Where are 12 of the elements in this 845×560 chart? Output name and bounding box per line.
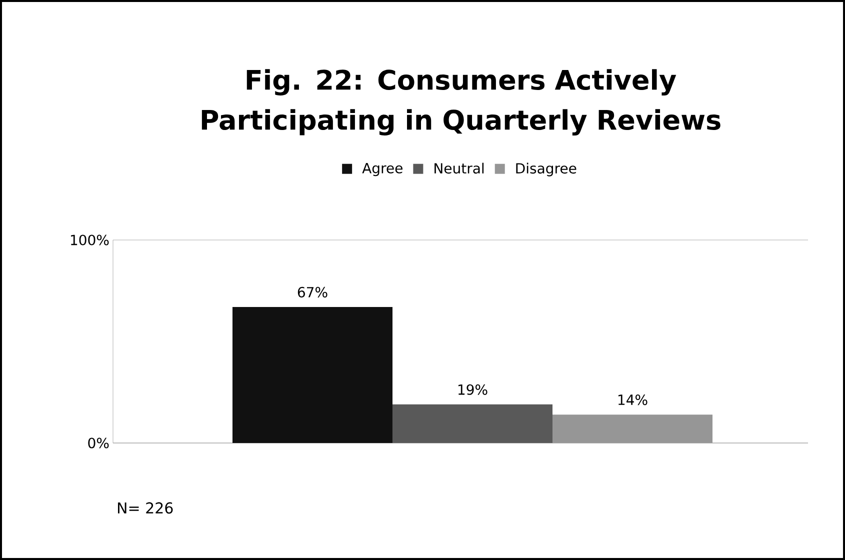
bar xyxy=(232,306,392,443)
legend-label: Neutral xyxy=(434,162,484,174)
data-label: 14% xyxy=(618,394,648,406)
legend-label: Disagree xyxy=(516,162,576,176)
y-tick-label: 100% xyxy=(70,234,109,246)
y-tick-label: 0% xyxy=(88,438,109,448)
bar xyxy=(392,404,552,443)
text: N= 226 xyxy=(118,502,173,514)
legend-label: Agree xyxy=(362,163,402,176)
chart-title: Fig. 22: Consumers Actively Participating in Quarterly Reviews xyxy=(202,69,720,136)
data-label: 67% xyxy=(298,286,328,298)
data-label: 19% xyxy=(458,384,488,395)
